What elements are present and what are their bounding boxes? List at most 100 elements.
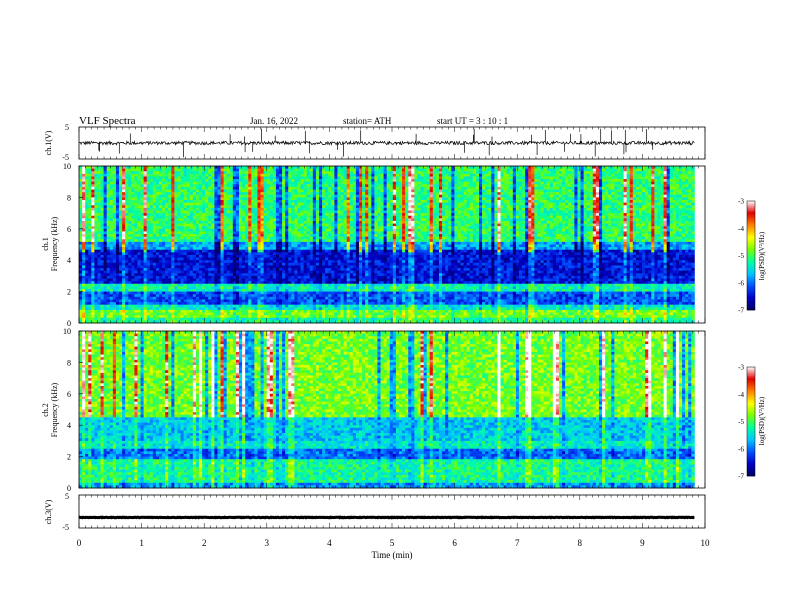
spectrogram-cell xyxy=(226,226,231,230)
spectrogram-cell xyxy=(672,171,677,175)
spectrogram-cell xyxy=(552,176,557,180)
spectrogram-cell xyxy=(242,218,246,222)
spectrogram-cell xyxy=(223,197,228,201)
spectrogram-cell xyxy=(355,226,360,230)
spectrogram-cell xyxy=(472,200,477,204)
spectrogram-cell xyxy=(88,220,92,224)
spectrogram-cell xyxy=(463,215,468,219)
spectrogram-cell xyxy=(352,181,357,185)
spectrogram-cell xyxy=(195,218,200,222)
spectrogram-cell xyxy=(420,213,424,217)
spectrogram-cell xyxy=(300,192,305,196)
spectrogram-cell xyxy=(463,173,468,177)
spectrogram-cell xyxy=(137,181,141,185)
spectrogram-cell xyxy=(638,166,643,170)
spectrogram-cell xyxy=(109,189,114,193)
spectrogram-cell xyxy=(460,176,464,180)
spectrogram-cell xyxy=(457,200,461,204)
spectrogram-cell xyxy=(592,181,597,185)
spectrogram-cell xyxy=(288,207,292,211)
spectrogram-cell xyxy=(85,192,89,196)
spectrogram-cell xyxy=(257,176,261,180)
spectrogram-cell xyxy=(79,213,83,217)
spectrogram-cell xyxy=(518,200,523,204)
spectrogram-cell xyxy=(85,184,89,188)
spectrogram-cell xyxy=(645,218,649,222)
spectrogram-cell xyxy=(528,200,532,204)
spectrogram-cell xyxy=(488,207,492,211)
spectrogram-cell xyxy=(515,166,520,170)
spectrogram-cell xyxy=(205,197,209,201)
spectrogram-cell xyxy=(432,228,437,232)
spectrogram-cell xyxy=(371,207,375,211)
spectrogram-cell xyxy=(174,192,178,196)
spectrogram-cell xyxy=(638,200,643,204)
spectrogram-cell xyxy=(482,220,486,224)
spectrogram-cell xyxy=(171,207,175,211)
spectrogram-cell xyxy=(322,173,326,177)
spectrogram-cell xyxy=(189,179,194,183)
spectrogram-cell xyxy=(100,181,105,185)
spectrogram-cell xyxy=(275,218,280,222)
spectrogram-cell xyxy=(580,226,584,230)
spectrogram-cell xyxy=(91,210,95,214)
spectrogram-cell xyxy=(651,207,655,211)
spectrogram-cell xyxy=(251,184,255,188)
spectrogram-cell xyxy=(386,223,391,227)
spectrogram-cell xyxy=(518,213,523,217)
spectrogram-cell xyxy=(592,202,597,206)
spectrogram-cell xyxy=(512,228,517,232)
spectrogram-cell xyxy=(512,205,517,209)
spectrogram-cell xyxy=(414,220,418,224)
spectrogram-cell xyxy=(552,168,557,172)
spectrogram-cell xyxy=(349,168,354,172)
spectrogram-cell xyxy=(195,168,200,172)
spectrogram-cell xyxy=(392,192,397,196)
spectrogram-cell xyxy=(602,215,606,219)
spectrogram-cell xyxy=(235,215,240,219)
spectrogram-cell xyxy=(638,218,643,222)
spectrogram-cell xyxy=(648,213,652,217)
spectrogram-cell xyxy=(497,176,501,180)
spectrogram-cell xyxy=(472,226,477,230)
spectrogram-cell xyxy=(543,192,548,196)
spectrogram-cell xyxy=(337,228,341,232)
spectrogram-cell xyxy=(568,179,572,183)
spectrogram-cell xyxy=(522,168,526,172)
spectrogram-cell xyxy=(608,186,612,190)
spectrogram-cell xyxy=(469,184,474,188)
spectrogram-cell xyxy=(651,184,655,188)
spectrogram-cell xyxy=(192,207,197,211)
spectrogram-cell xyxy=(91,228,95,232)
spectrogram-cell xyxy=(355,210,360,214)
spectrogram-cell xyxy=(515,213,520,217)
spectrogram-cell xyxy=(272,173,277,177)
spectrogram-cell xyxy=(595,168,600,172)
spectrogram-cell xyxy=(571,184,575,188)
spectrogram-cell xyxy=(568,220,572,224)
spectrogram-cell xyxy=(546,207,551,211)
spectrogram-cell xyxy=(423,192,428,196)
spectrogram-cell xyxy=(586,186,591,190)
spectrogram-cell xyxy=(605,179,609,183)
spectrogram-cell xyxy=(272,194,277,198)
spectrogram-cell xyxy=(611,192,615,196)
spectrogram-cell xyxy=(466,228,471,232)
spectrogram-cell xyxy=(269,228,274,232)
spectrogram-cell xyxy=(552,194,557,198)
spectrogram-cell xyxy=(88,176,92,180)
spectrogram-cell xyxy=(583,215,588,219)
spectrogram-cell xyxy=(580,171,584,175)
spectrogram-cell xyxy=(374,184,378,188)
spectrogram-cell xyxy=(608,176,612,180)
spectrogram-cell xyxy=(122,226,126,230)
spectrogram-cell xyxy=(159,171,163,175)
spectrogram-cell xyxy=(331,226,335,230)
spectrogram-cell xyxy=(171,192,175,196)
spectrogram-cell xyxy=(315,210,320,214)
spectrogram-cell xyxy=(642,218,646,222)
spectrogram-cell xyxy=(312,168,317,172)
spectrogram-cell xyxy=(549,213,554,217)
spectrogram-cell xyxy=(620,220,624,224)
spectrogram-cell xyxy=(383,181,388,185)
